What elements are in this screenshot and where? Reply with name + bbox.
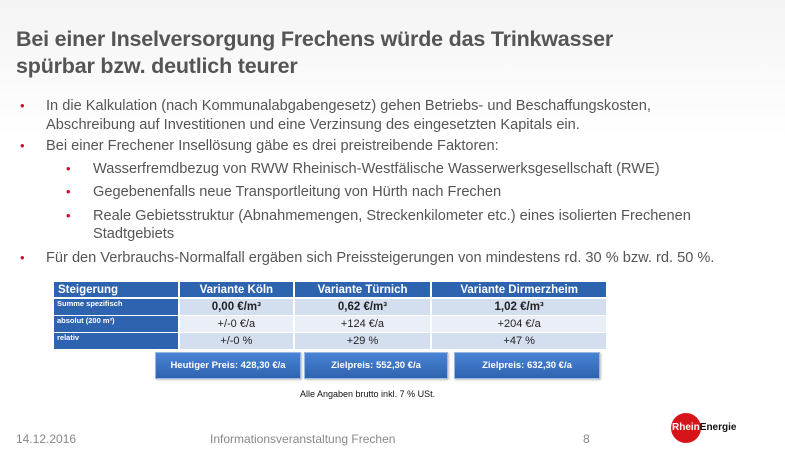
table-cell: +29 %: [294, 333, 431, 349]
table-cell: +/-0 €/a: [180, 316, 293, 332]
bullet-text: Wasserfremdbezug von RWW Rheinisch-Westf…: [93, 160, 660, 177]
row-label: relativ: [54, 333, 178, 349]
sub-bullet-structure: Reale Gebietsstruktur (Abnahmemengen, St…: [20, 207, 780, 244]
logo-text-energie: Energie: [699, 422, 737, 433]
bullet-calculation: In die Kalkulation (nach Kommunalabgaben…: [20, 97, 780, 134]
title-line-1: Bei einer Inselversorgung Frechens würde…: [16, 27, 614, 51]
bullet-text: Bei einer Frechener Insellösung gäbe es …: [46, 138, 499, 154]
table-cell: 1,02 €/m³: [432, 299, 606, 315]
table-row: relativ +/-0 % +29 % +47 %: [54, 333, 606, 349]
table-row: Summe spezifisch 0,00 €/m³ 0,62 €/m³ 1,0…: [54, 299, 606, 315]
bullet-text: Gegebenenfalls neue Transportleitung von…: [93, 184, 502, 200]
bullet-text: Abschreibung auf Investitionen und eine …: [46, 116, 580, 133]
table-cell: +/-0 %: [180, 333, 293, 349]
logo-text-rhein: Rhein: [672, 422, 700, 433]
page-number: 8: [583, 432, 590, 446]
footer-date: 14.12.2016: [16, 432, 77, 446]
sub-bullet-transport: Gegebenenfalls neue Transportleitung von…: [20, 183, 780, 202]
logo-circle-icon: [671, 413, 701, 443]
slide-title: Bei einer Inselversorgung Frechens würde…: [16, 26, 776, 80]
logo-text: RheinEnergie: [672, 422, 736, 433]
bullet-text: Reale Gebietsstruktur (Abnahmemengen, St…: [93, 207, 691, 224]
table-header-row: Steigerung Variante Köln Variante Türnic…: [54, 282, 606, 298]
current-price-label: Heutiger Preis: 428,30 €/a: [170, 360, 286, 371]
header-dirmerzheim: Variante Dirmerzheim: [432, 282, 606, 298]
bullet-price-increase: Für den Verbrauchs-Normalfall ergäben si…: [20, 249, 780, 268]
bullet-text: In die Kalkulation (nach Kommunalabgaben…: [46, 98, 651, 114]
header-steigerung: Steigerung: [54, 282, 178, 298]
vat-note: Alle Angaben brutto inkl. 7 % USt.: [300, 389, 436, 399]
bullet-text: Für den Verbrauchs-Normalfall ergäben si…: [46, 249, 715, 266]
current-price-box: Heutiger Preis: 428,30 €/a: [155, 352, 301, 379]
bullet-text: Stadtgebiets: [93, 226, 175, 242]
footer-event: Informationsveranstaltung Frechen: [210, 432, 396, 446]
table-cell: 0,62 €/m³: [294, 299, 431, 315]
table-row: absolut (200 m³) +/-0 €/a +124 €/a +204 …: [54, 316, 606, 332]
target-price-label: Zielpreis: 632,30 €/a: [482, 360, 572, 371]
rheinenergie-logo: RheinEnergie: [671, 413, 736, 443]
table-cell: +47 %: [432, 333, 606, 349]
bullet-factors: Bei einer Frechener Insellösung gäbe es …: [20, 137, 780, 244]
price-table: Steigerung Variante Köln Variante Türnic…: [52, 281, 608, 350]
target-price-label: Zielpreis: 552,30 €/a: [331, 360, 421, 371]
table-cell: 0,00 €/m³: [180, 299, 293, 315]
row-label: absolut (200 m³): [54, 316, 178, 332]
table-cell: +124 €/a: [294, 316, 431, 332]
sub-bullet-list: Wasserfremdbezug von RWW Rheinisch-Westf…: [46, 160, 780, 244]
header-tuernich: Variante Türnich: [294, 282, 431, 298]
title-line-2: spürbar bzw. deutlich teurer: [16, 54, 298, 78]
target-price-tuernich-box: Zielpreis: 552,30 €/a: [304, 352, 448, 379]
row-label: Summe spezifisch: [54, 299, 178, 315]
target-price-dirmerzheim-box: Zielpreis: 632,30 €/a: [454, 352, 600, 379]
bullet-list: In die Kalkulation (nach Kommunalabgaben…: [20, 97, 780, 270]
table-cell: +204 €/a: [432, 316, 606, 332]
sub-bullet-rww: Wasserfremdbezug von RWW Rheinisch-Westf…: [20, 160, 780, 179]
header-koeln: Variante Köln: [180, 282, 293, 298]
